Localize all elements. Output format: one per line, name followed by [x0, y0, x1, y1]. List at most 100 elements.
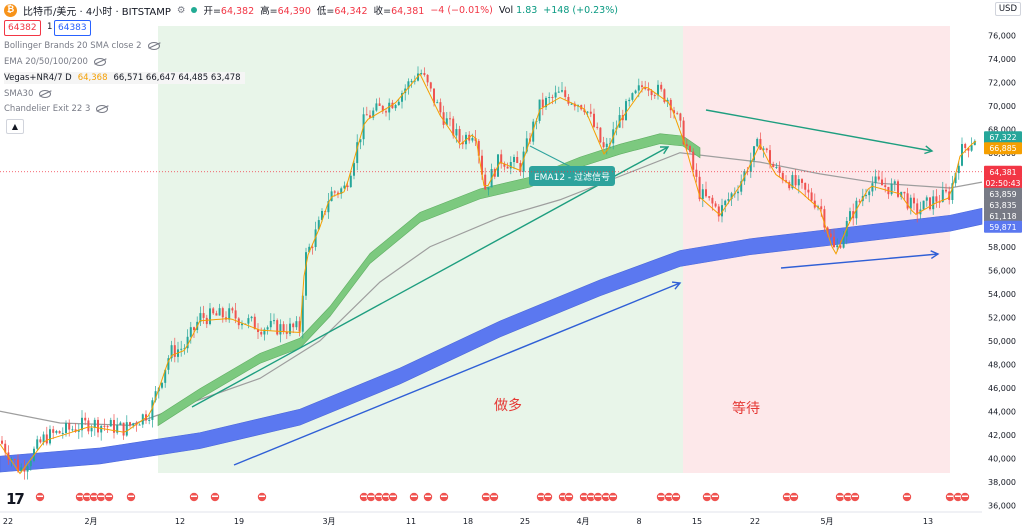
candle-body: [884, 185, 887, 187]
low-value: 64,342: [334, 6, 368, 17]
candle-body: [877, 176, 880, 180]
candle-body: [810, 192, 813, 201]
candle-body: [426, 74, 429, 83]
candle-body: [554, 92, 557, 98]
candle-body: [957, 165, 960, 174]
high-value: 64,390: [277, 6, 311, 17]
candle-body: [58, 431, 61, 434]
candle-body: [474, 138, 477, 141]
candle-body: [209, 308, 211, 325]
candle-body: [84, 417, 87, 421]
candle-body: [913, 197, 915, 204]
event-flag-stripe: [603, 495, 609, 497]
candle-body: [570, 103, 573, 105]
candle-body: [701, 189, 704, 200]
eye-hidden-icon[interactable]: [96, 105, 109, 113]
candle-body: [170, 345, 173, 359]
candle-body: [436, 102, 439, 104]
candle-body: [657, 84, 659, 96]
y-tick-label: 46,000: [988, 384, 1016, 393]
candle-body: [762, 148, 765, 150]
candle-body: [29, 460, 32, 467]
indicator-chandelier[interactable]: Chandelier Exit 22 3: [4, 104, 109, 114]
blue-uptrend-arrow: [233, 282, 681, 466]
candle-body: [125, 422, 128, 436]
buy-button[interactable]: 64383: [54, 20, 91, 36]
event-flag-stripe: [566, 495, 572, 497]
price-axis-badge-label: 61,118: [989, 212, 1016, 221]
event-flag-stripe: [483, 495, 489, 497]
indicator-vegas[interactable]: Vegas+NR4/7 D 64,368 66,571 66,647 64,48…: [4, 72, 245, 84]
eye-hidden-icon[interactable]: [93, 58, 106, 66]
indicator-sma[interactable]: SMA30: [4, 89, 52, 99]
price-axis-badge: [984, 209, 1022, 222]
candle-body: [685, 144, 688, 147]
candle-body: [925, 197, 928, 201]
low-label: 低=: [316, 6, 335, 17]
candle-body: [724, 200, 727, 206]
candle-body: [705, 189, 707, 197]
candle-body: [87, 420, 90, 432]
candle-body: [820, 206, 823, 210]
price-axis-badge: [984, 176, 1022, 189]
candle-body: [666, 99, 669, 103]
event-flag-stripe: [947, 495, 953, 497]
candle-body: [833, 236, 835, 248]
event-flag-stripe: [425, 495, 431, 497]
candle-body: [708, 196, 711, 198]
candle-body: [794, 175, 797, 186]
candle-body: [218, 308, 221, 316]
candle-body: [279, 324, 282, 335]
candle-body: [397, 101, 400, 106]
quantity-field[interactable]: 1: [47, 22, 53, 32]
event-flag-stripe: [84, 495, 90, 497]
candle-body: [765, 148, 768, 151]
y-tick-label: 42,000: [988, 431, 1016, 440]
candle-body: [266, 327, 269, 330]
candle-body: [372, 110, 375, 118]
candle-body: [596, 126, 599, 128]
candle-body: [676, 113, 679, 115]
eye-hidden-icon[interactable]: [39, 90, 52, 98]
event-flag-stripe: [581, 495, 587, 497]
sell-button[interactable]: 64382: [4, 20, 41, 36]
event-flag-stripe: [411, 495, 417, 497]
y-tick-label: 36,000: [988, 501, 1016, 510]
tradingview-logo[interactable]: 17: [6, 490, 25, 508]
candle-body: [673, 110, 675, 114]
wait-zone-label: 等待: [732, 400, 760, 417]
price-axis-badge: [984, 198, 1022, 211]
event-flag-stripe: [784, 495, 790, 497]
candle-body: [711, 197, 714, 204]
candle-body: [311, 246, 314, 248]
candle-body: [503, 163, 506, 167]
eye-hidden-icon[interactable]: [147, 42, 160, 50]
candle-body: [897, 181, 899, 197]
symbol-title[interactable]: 比特币/美元 · 4小时 · BITSTAMP: [23, 6, 171, 18]
close-value: 64,381: [391, 6, 425, 17]
candle-body: [513, 156, 515, 163]
candle-body: [644, 86, 647, 90]
candle-body: [593, 113, 595, 127]
candle-body: [4, 443, 7, 453]
candle-body: [797, 179, 800, 186]
candle-body: [599, 127, 602, 143]
price-axis-badge-label: 67,322: [989, 133, 1016, 142]
candle-body: [900, 191, 903, 197]
settings-icon[interactable]: ⚙: [176, 4, 186, 16]
candle-body: [282, 324, 285, 332]
event-flag-stripe: [128, 495, 134, 497]
collapse-legend-button[interactable]: ▲: [6, 119, 24, 134]
candle-body: [378, 103, 381, 106]
candle-body: [365, 114, 368, 116]
event-flag-stripe: [98, 495, 104, 497]
candle-body: [500, 154, 503, 164]
indicator-bollinger[interactable]: Bollinger Brands 20 SMA close 2: [4, 41, 160, 51]
candle-body: [938, 201, 941, 203]
currency-selector[interactable]: USD: [994, 2, 1021, 16]
indicator-ema[interactable]: EMA 20/50/100/200: [4, 57, 106, 67]
blue-support-arrow-head: [930, 250, 940, 260]
candle-body: [212, 308, 215, 314]
green-downtrend-arrow-head: [924, 145, 934, 155]
